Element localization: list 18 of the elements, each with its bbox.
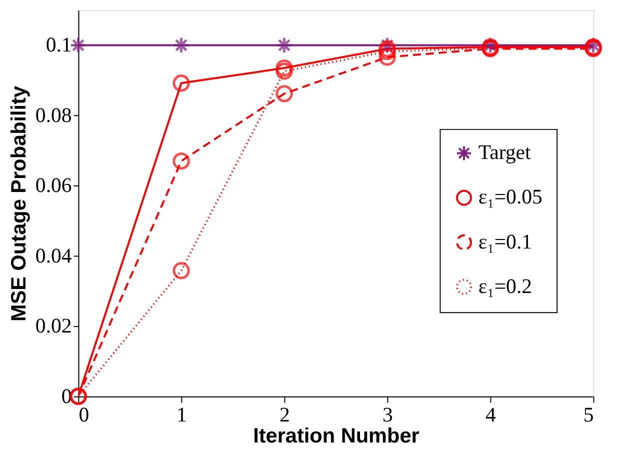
x-tick-label: 1 [176, 404, 187, 427]
y-tick-label: 0.04 [35, 244, 72, 268]
x-tick-label: 2 [280, 404, 290, 427]
x-tick-label: 0 [78, 404, 90, 427]
x-tick-label: 3 [382, 404, 393, 427]
y-tick-label: 0.08 [35, 104, 72, 127]
y-axis-title: MSE Outage Probability [8, 86, 30, 322]
x-tick-label: 5 [583, 404, 594, 427]
y-tick-label: 0.06 [35, 174, 72, 198]
x-axis-title: Iteration Number [253, 424, 420, 448]
legend-label: ε₁=0.2 [478, 274, 532, 298]
x-tick-label: 4 [486, 404, 497, 427]
legend-label: ε₁=0.1 [478, 230, 532, 254]
legend-label: ε₁=0.05 [478, 186, 542, 209]
legend-label: Target [478, 141, 531, 164]
y-tick-label: 0 [61, 384, 72, 408]
y-tick-label: 0.1 [46, 34, 72, 57]
y-tick-label: 0.02 [35, 314, 72, 338]
